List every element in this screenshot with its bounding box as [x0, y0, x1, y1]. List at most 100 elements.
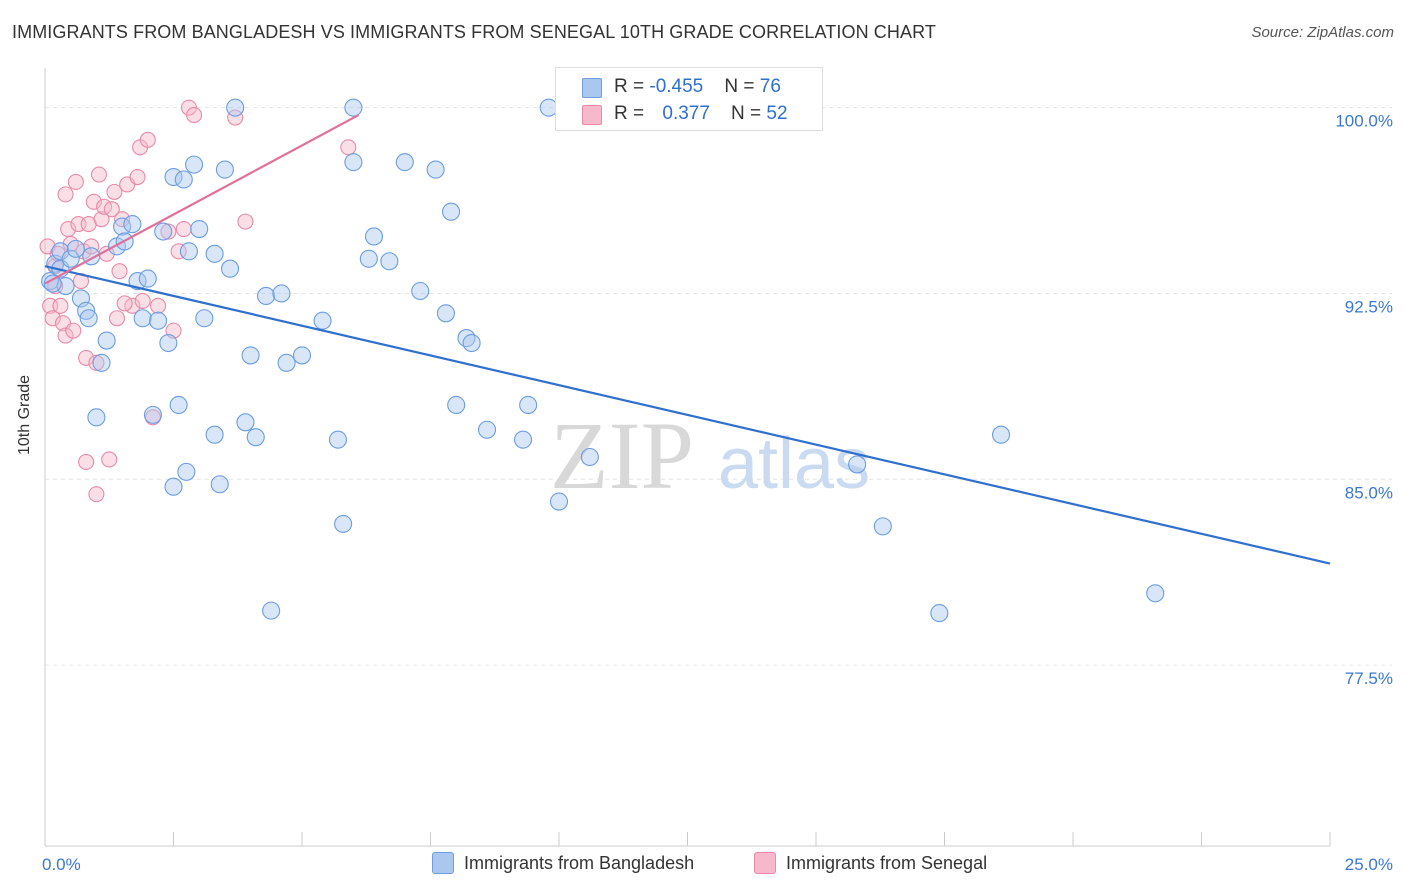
- point-pink-29: [103, 201, 120, 218]
- point-pink-23: [88, 486, 105, 503]
- point-blue-9: [79, 309, 98, 328]
- watermark: ZIP atlas: [550, 402, 870, 509]
- bottom-legend-label-bangladesh: Immigrants from Bangladesh: [464, 852, 695, 873]
- point-blue-65: [513, 430, 533, 449]
- point-pink-41: [150, 297, 167, 314]
- point-blue-46: [277, 353, 296, 372]
- point-pink-40: [144, 409, 161, 426]
- point-pink-47: [186, 107, 203, 124]
- point-blue-60: [442, 202, 461, 221]
- point-pink-2: [44, 310, 61, 327]
- point-blue-51: [344, 153, 363, 172]
- point-pink-28: [101, 451, 118, 468]
- point-blue-32: [190, 220, 209, 239]
- point-blue-22: [149, 311, 168, 330]
- bottom-legend-swatch-bangladesh: [432, 852, 454, 874]
- legend-n-label: N =: [724, 76, 760, 97]
- trend-lines: [44, 114, 1331, 565]
- point-pink-38: [134, 292, 151, 309]
- point-pink-51: [116, 295, 133, 312]
- point-blue-13: [97, 331, 116, 350]
- point-pink-13: [67, 173, 84, 191]
- bottom-legend-senegal: Immigrants from Senegal: [754, 852, 987, 874]
- watermark-atlas: atlas: [718, 424, 870, 504]
- point-blue-29: [177, 462, 196, 481]
- point-blue-25: [164, 477, 183, 496]
- point-blue-5: [61, 249, 80, 268]
- legend-r-value-senegal: 0.377: [662, 103, 710, 124]
- point-blue-44: [262, 601, 281, 620]
- point-pink-49: [237, 213, 254, 230]
- point-blue-72: [930, 604, 949, 623]
- point-blue-71: [873, 517, 892, 536]
- point-blue-42: [246, 428, 265, 447]
- point-blue-70: [848, 455, 867, 474]
- axes: [44, 68, 1331, 847]
- point-pink-6: [52, 297, 69, 314]
- y-axis-label: 10th Grade: [16, 374, 33, 455]
- point-blue-35: [205, 425, 224, 444]
- tick-labels: 100.0% 92.5% 85.0% 77.5% 0.0% 25.0%: [42, 112, 1393, 874]
- grid-lines: [45, 107, 1392, 666]
- point-blue-41: [241, 346, 260, 365]
- point-blue-23: [154, 222, 173, 241]
- point-blue-75: [43, 274, 62, 293]
- point-pink-42: [160, 223, 177, 240]
- x-tick-label-0: 0.0%: [42, 855, 81, 874]
- point-blue-31: [185, 155, 204, 174]
- point-pink-17: [78, 349, 95, 366]
- point-blue-59: [436, 304, 455, 323]
- point-pink-25: [93, 211, 110, 228]
- point-pink-8: [57, 327, 74, 344]
- point-blue-8: [77, 301, 96, 320]
- point-pink-21: [85, 193, 102, 210]
- point-blue-43: [256, 286, 276, 305]
- bottom-legend-swatch-senegal: [754, 852, 776, 874]
- point-blue-62: [457, 329, 476, 348]
- bottom-legend-bangladesh: Immigrants from Bangladesh: [432, 852, 694, 874]
- point-blue-28: [174, 170, 193, 189]
- point-pink-36: [129, 168, 146, 186]
- point-blue-58: [426, 160, 445, 179]
- point-blue-49: [328, 430, 348, 449]
- trend-line-blue: [44, 265, 1331, 565]
- point-blue-69: [580, 447, 599, 467]
- point-blue-50: [334, 514, 353, 533]
- point-blue-53: [359, 249, 378, 268]
- point-pink-30: [106, 183, 123, 200]
- series-bangladesh-points: [41, 98, 1165, 623]
- point-pink-50: [340, 139, 357, 156]
- point-blue-12: [92, 353, 111, 372]
- point-blue-34: [205, 244, 224, 263]
- point-pink-24: [90, 166, 108, 183]
- point-blue-64: [477, 420, 497, 439]
- point-blue-11: [87, 408, 106, 427]
- correlation-legend: R = -0.455 N = 76 R = 0.377 N = 52: [555, 67, 823, 131]
- point-blue-27: [169, 395, 188, 415]
- point-blue-63: [462, 333, 481, 353]
- point-pink-48: [227, 109, 244, 126]
- point-blue-73: [991, 425, 1011, 444]
- point-blue-17: [123, 215, 142, 234]
- point-pink-44: [170, 243, 187, 260]
- legend-n-value-senegal: 52: [766, 103, 788, 124]
- point-pink-9: [57, 186, 74, 203]
- point-blue-56: [395, 153, 414, 172]
- point-blue-48: [313, 311, 332, 330]
- point-pink-32: [111, 263, 128, 280]
- point-blue-20: [138, 269, 157, 288]
- point-blue-6: [66, 239, 85, 258]
- point-blue-33: [195, 309, 214, 328]
- point-blue-24: [159, 333, 178, 353]
- point-blue-21: [143, 405, 162, 424]
- point-blue-54: [364, 227, 384, 246]
- legend-n-value-bangladesh: 76: [759, 76, 781, 97]
- point-blue-47: [292, 346, 312, 365]
- point-pink-18: [78, 453, 95, 471]
- point-blue-36: [210, 475, 229, 494]
- chart-title: IMMIGRANTS FROM BANGLADESH VS IMMIGRANTS…: [12, 22, 936, 42]
- point-blue-61: [447, 395, 466, 415]
- y-tick-label-3: 77.5%: [1345, 669, 1393, 688]
- point-pink-22: [88, 354, 105, 371]
